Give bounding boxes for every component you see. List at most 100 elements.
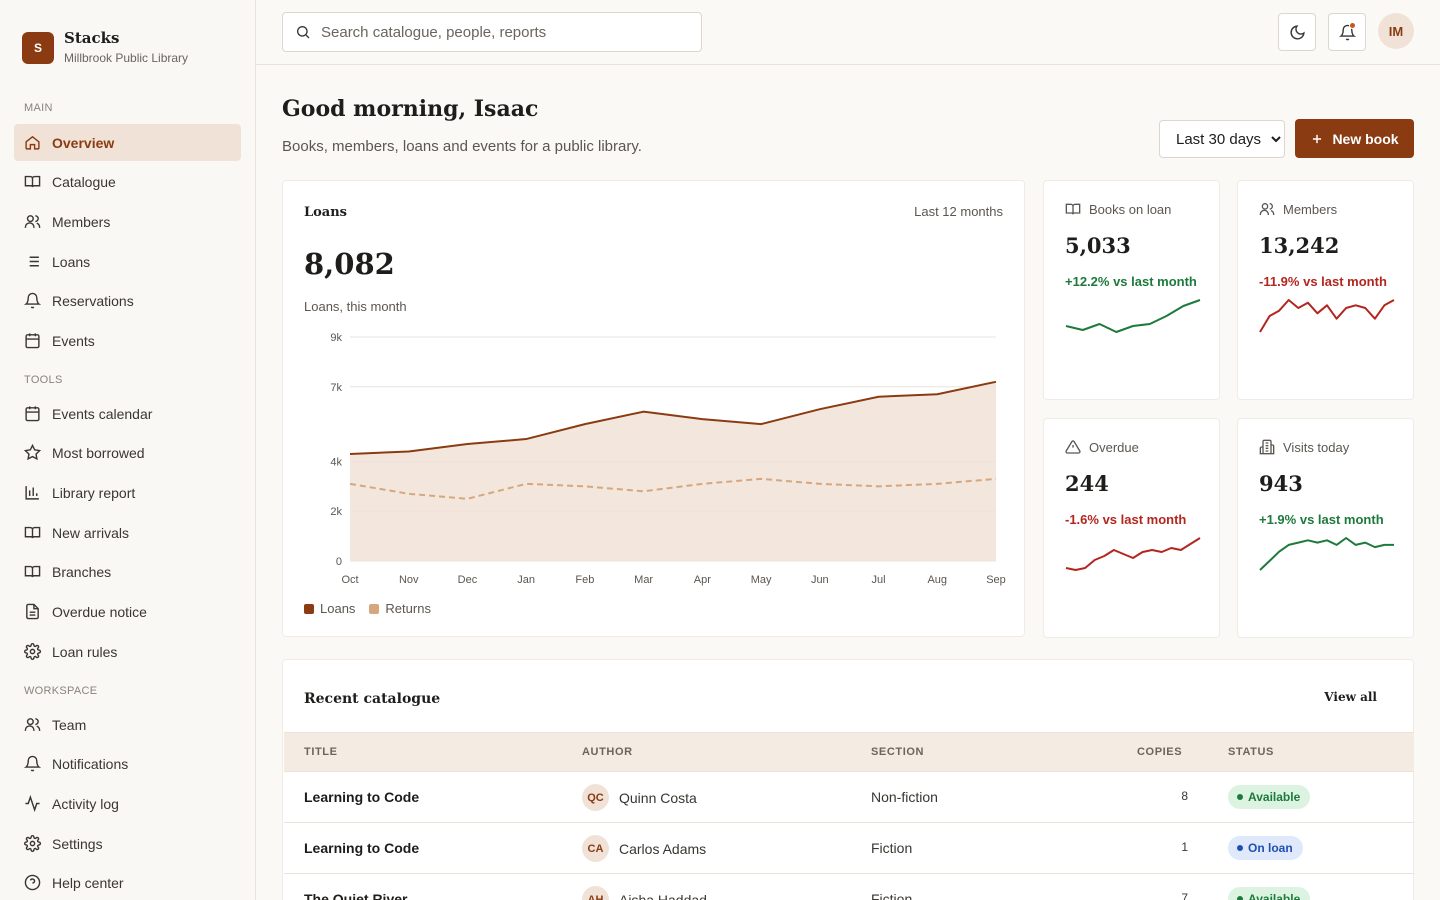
date-range-select[interactable]: Last 30 days <box>1159 120 1285 158</box>
sidebar-item-label: Overview <box>52 134 115 151</box>
bell-icon <box>24 292 41 309</box>
y-tick-label: 9k <box>330 332 342 344</box>
users-icon <box>24 718 41 731</box>
sidebar-item-loan-rules[interactable]: Loan rules <box>14 633 241 670</box>
stat-label: Members <box>1283 201 1338 217</box>
column-header-copies[interactable]: COPIES <box>1137 746 1183 758</box>
nav-section-main: MAIN <box>24 102 53 114</box>
search-box[interactable] <box>282 12 702 52</box>
y-tick-label: 0 <box>336 556 342 568</box>
cell-section: Fiction <box>871 840 913 856</box>
new-book-button[interactable]: New book <box>1295 119 1414 158</box>
column-header-status[interactable]: STATUS <box>1228 746 1274 758</box>
stat-header: Books on loan <box>1065 201 1171 217</box>
cell-title: Learning to Code <box>304 789 420 805</box>
search-input[interactable] <box>321 23 691 41</box>
author-name: Carlos Adams <box>619 840 707 857</box>
theme-toggle-button[interactable] <box>1278 13 1316 51</box>
sidebar-item-label: Most borrowed <box>52 444 145 461</box>
sidebar-item-label: Loan rules <box>52 643 118 660</box>
sidebar-item-notifications[interactable]: Notifications <box>14 745 241 782</box>
sparkline-line <box>1259 537 1394 571</box>
status-badge: Available <box>1228 887 1311 900</box>
sidebar-item-library-report[interactable]: Library report <box>14 474 241 511</box>
sidebar-item-most-borrowed[interactable]: Most borrowed <box>14 434 241 471</box>
brand-name: Stacks <box>64 29 120 47</box>
stat-value: 943 <box>1259 471 1303 496</box>
legend-label-loans: Loans <box>320 601 356 616</box>
sidebar-item-team[interactable]: Team <box>14 706 241 743</box>
sidebar-item-label: Reservations <box>52 292 134 309</box>
status-label: Available <box>1248 892 1301 900</box>
series-line-returns <box>349 477 997 500</box>
table-title: Recent catalogue <box>304 691 441 707</box>
sidebar: S Stacks Millbrook Public Library MAIN O… <box>0 0 256 900</box>
column-header-title[interactable]: TITLE <box>304 746 338 758</box>
sidebar-item-overdue-notice[interactable]: Overdue notice <box>14 593 241 630</box>
sidebar-item-members[interactable]: Members <box>14 203 241 240</box>
sidebar-item-label: Team <box>52 716 87 733</box>
sparkline-line <box>1065 537 1201 571</box>
sidebar-item-branches[interactable]: Branches <box>14 553 241 590</box>
series-area-loans <box>350 381 996 561</box>
table-header: TITLE AUTHOR SECTION COPIES STATUS <box>284 732 1414 772</box>
loans-chart: 0 2k 4k 7k 9k Oct Nov Dec Jan Feb Mar Apr May Jun Jul A… <box>330 332 1005 586</box>
author-name: Aisha Haddad <box>619 891 707 900</box>
bell-icon <box>24 755 41 772</box>
x-tick-label: May <box>751 574 772 586</box>
stat-label: Visits today <box>1283 439 1350 455</box>
sidebar-item-activity-log[interactable]: Activity log <box>14 785 241 822</box>
notifications-button[interactable] <box>1328 13 1366 51</box>
notification-dot <box>1349 22 1356 29</box>
x-tick-label: Jan <box>517 574 535 586</box>
column-header-author[interactable]: AUTHOR <box>582 746 633 758</box>
stat-value: 13,242 <box>1259 233 1340 258</box>
sparkline-line <box>1259 299 1395 333</box>
table-row[interactable]: Learning to Code CA Carlos Adams Fiction… <box>284 823 1414 874</box>
x-tick-label: Jun <box>811 574 829 586</box>
legend-swatch-returns <box>369 603 380 614</box>
user-avatar[interactable]: IM <box>1378 13 1414 49</box>
chart-legend: Loans Returns <box>304 601 445 616</box>
loans-card-period: Last 12 months <box>914 204 1003 219</box>
sidebar-item-reservations[interactable]: Reservations <box>14 282 241 319</box>
plus-icon <box>1313 134 1322 143</box>
column-header-section[interactable]: SECTION <box>871 746 925 758</box>
topbar: IM <box>256 0 1440 65</box>
view-all-link[interactable]: View all <box>1324 690 1377 704</box>
book-icon <box>24 565 41 578</box>
sidebar-item-new-arrivals[interactable]: New arrivals <box>14 514 241 551</box>
cell-copies: 8 <box>1181 789 1188 803</box>
sidebar-item-loans[interactable]: Loans <box>14 243 241 280</box>
book-icon <box>1065 203 1081 215</box>
stat-card-books-on-loan: Books on loan 5,033 +12.2% vs last month <box>1043 180 1220 400</box>
author-name: Quinn Costa <box>619 789 697 806</box>
brand[interactable]: S Stacks Millbrook Public Library <box>22 29 188 66</box>
sidebar-item-label: Loans <box>52 253 91 270</box>
table-row[interactable]: Learning to Code QC Quinn Costa Non-fict… <box>284 772 1414 823</box>
cell-copies: 7 <box>1181 891 1188 900</box>
sidebar-item-settings[interactable]: Settings <box>14 825 241 862</box>
y-tick-label: 7k <box>330 382 342 394</box>
sidebar-item-label: Help center <box>52 874 124 891</box>
x-tick-label: Apr <box>694 574 711 586</box>
avatar: QC <box>582 784 609 811</box>
table-row[interactable]: The Quiet River AH Aisha Haddad Fiction … <box>284 874 1414 900</box>
cell-copies: 1 <box>1181 840 1188 854</box>
sidebar-item-help-center[interactable]: Help center <box>14 864 241 900</box>
book-icon <box>24 175 41 188</box>
legend-item-loans: Loans <box>304 601 355 616</box>
legend-item-returns: Returns <box>369 601 431 616</box>
gear-icon <box>24 643 41 660</box>
sidebar-item-events-calendar[interactable]: Events calendar <box>14 395 241 432</box>
stat-delta: +1.9% vs last month <box>1259 512 1384 527</box>
stat-value: 5,033 <box>1065 233 1131 258</box>
sidebar-item-catalogue[interactable]: Catalogue <box>14 163 241 200</box>
sidebar-item-events[interactable]: Events <box>14 322 241 359</box>
sidebar-item-overview[interactable]: Overview <box>14 124 241 161</box>
page-title: Good morning, Isaac <box>282 96 539 122</box>
gear-icon <box>24 835 41 852</box>
sparkline <box>1259 537 1394 571</box>
cell-title: Learning to Code <box>304 840 420 856</box>
users-icon <box>1259 203 1275 215</box>
